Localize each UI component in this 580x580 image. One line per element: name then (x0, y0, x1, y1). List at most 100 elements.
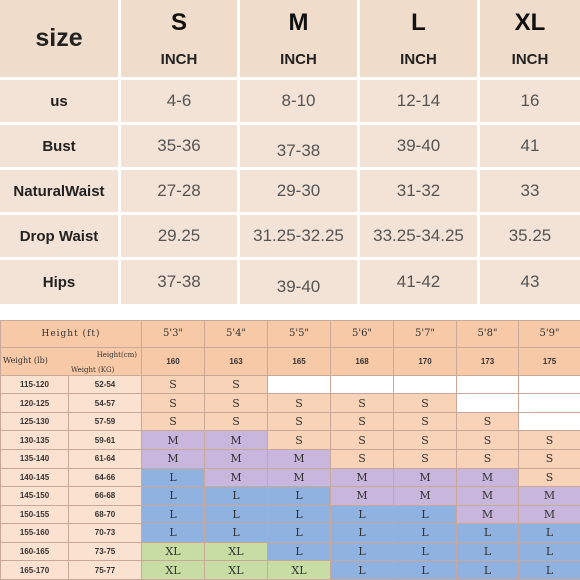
height-ft: 5'6" (330, 320, 394, 348)
size-cell: M (518, 504, 580, 525)
size-cell: L (141, 523, 205, 543)
size-cell: S (330, 411, 394, 432)
size-cell: L (204, 486, 268, 506)
weight-lb: 160-165 (0, 541, 69, 562)
size-cell: M (267, 448, 331, 469)
size-cell: XL (267, 560, 331, 580)
size-cell: S (456, 448, 519, 469)
size-cell: S (141, 411, 205, 432)
weight-kg: 68-70 (68, 504, 142, 525)
size-cell: M (267, 467, 331, 488)
size-cell: L (456, 523, 519, 543)
size-cell: XL (141, 541, 205, 562)
size-value: 31.25-32.25 (240, 215, 357, 257)
size-cell: XL (204, 541, 268, 562)
weight-lb: 140-145 (0, 467, 69, 488)
size-value: 29.25 (121, 215, 237, 257)
size-col-l-header: L INCH (360, 0, 477, 77)
weight-lb: 155-160 (0, 523, 69, 543)
size-cell: L (141, 486, 205, 506)
unit-label: INCH (511, 51, 549, 68)
chart-row: 125-130 57-59 S S S S S S (0, 411, 580, 432)
size-cell: S (518, 467, 580, 488)
size-value: 12-14 (360, 80, 477, 122)
size-cell: S (267, 393, 331, 413)
size-cell: S (267, 430, 331, 450)
height-cm: 160 (141, 346, 205, 376)
size-cell: S (393, 411, 457, 432)
row-label-us: us (0, 80, 118, 122)
size-cell: L (393, 523, 457, 543)
size-cell: L (330, 504, 394, 525)
empty-cell (518, 393, 580, 413)
weight-kg: 66-68 (68, 486, 142, 506)
size-cell: L (393, 504, 457, 525)
unit-label: INCH (280, 51, 317, 68)
size-cell: L (393, 541, 457, 562)
weight-lb: 165-170 (0, 560, 69, 580)
size-cell: S (141, 374, 205, 395)
height-ft: 5'8" (456, 320, 519, 348)
height-ft: 5'7" (393, 320, 457, 348)
size-cell: M (518, 486, 580, 506)
size-cell: L (330, 523, 394, 543)
size-cell: M (204, 448, 268, 469)
size-cell: L (141, 504, 205, 525)
size-cell: M (141, 430, 205, 450)
size-cell: S (141, 393, 205, 413)
chart-row: 145-150 66-68 L L L M M M M (0, 486, 580, 506)
size-value: 39-40 (360, 125, 477, 167)
row-label-bust: Bust (0, 125, 118, 167)
size-value: 41-42 (360, 260, 477, 304)
chart-row: 135-140 61-64 M M M S S S S (0, 448, 580, 469)
size-letter: S (170, 9, 187, 36)
size-value: 37-38 (240, 125, 357, 167)
weight-lb: 135-140 (0, 448, 69, 469)
size-value: 41 (480, 125, 580, 167)
size-cell: M (456, 504, 519, 525)
empty-cell (393, 374, 457, 395)
size-value: 27-28 (121, 170, 237, 212)
weight-kg-header: Weight (KG) (71, 365, 115, 374)
size-cell: L (518, 523, 580, 543)
weight-lb: 120-125 (0, 393, 69, 413)
size-cell: M (330, 486, 394, 506)
empty-cell (518, 411, 580, 432)
size-cell: L (204, 504, 268, 525)
height-cm: 168 (330, 346, 394, 376)
size-cell: M (330, 467, 394, 488)
size-col-m-header: M INCH (240, 0, 357, 77)
size-cell: L (267, 523, 331, 543)
size-value: 33.25-34.25 (360, 215, 477, 257)
empty-cell (456, 374, 519, 395)
chart-row: 115-120 52-54 S S (0, 374, 580, 395)
empty-cell (330, 374, 394, 395)
size-cell: S (204, 374, 268, 395)
size-cell: S (393, 393, 457, 413)
weight-kg: 64-66 (68, 467, 142, 488)
weight-kg: 52-54 (68, 374, 142, 395)
size-value: 37-38 (121, 260, 237, 304)
chart-row: 140-145 64-66 L M M M M M S (0, 467, 580, 488)
weight-lb-header: Weight (lb) (3, 355, 48, 365)
weight-kg: 73-75 (68, 541, 142, 562)
size-cell: L (267, 486, 331, 506)
size-table-title: size (0, 0, 118, 77)
size-value: 31-32 (360, 170, 477, 212)
size-cell: L (204, 523, 268, 543)
size-cell: M (456, 467, 519, 488)
row-label-drop-waist: Drop Waist (0, 215, 118, 257)
empty-cell (518, 374, 580, 395)
size-letter: XL (514, 9, 546, 36)
height-cm: 173 (456, 346, 519, 376)
height-ft: 5'9" (518, 320, 580, 348)
unit-label: INCH (160, 51, 198, 68)
size-cell: S (518, 448, 580, 469)
size-cell: L (267, 504, 331, 525)
size-value: 33 (480, 170, 580, 212)
size-col-xl-header: XL INCH (480, 0, 580, 77)
size-letter: M (288, 9, 309, 36)
weight-lb: 150-155 (0, 504, 69, 525)
height-ft: 5'5" (267, 320, 331, 348)
weight-kg: 61-64 (68, 448, 142, 469)
